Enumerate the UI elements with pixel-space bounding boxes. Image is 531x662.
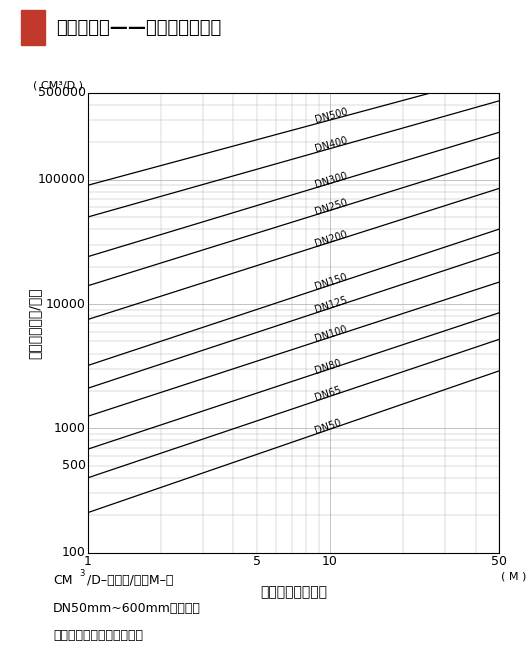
Text: DN500: DN500	[314, 107, 349, 125]
Text: 500000: 500000	[38, 86, 85, 99]
Text: DN50mm~600mm为隔膜式: DN50mm~600mm为隔膜式	[53, 602, 201, 614]
Text: 水头损失（公尺）: 水头损失（公尺）	[260, 585, 327, 599]
Text: 流量（立方米/天）: 流量（立方米/天）	[27, 287, 41, 359]
Text: 1000: 1000	[54, 422, 85, 435]
Text: DN200: DN200	[313, 229, 348, 249]
Text: /D–立方米/天；M–米: /D–立方米/天；M–米	[87, 574, 173, 587]
Text: 基本阀流量——压差特性系曲线: 基本阀流量——压差特性系曲线	[56, 19, 221, 37]
Text: DN300: DN300	[313, 170, 348, 189]
Text: ( CM³/D ): ( CM³/D )	[33, 80, 83, 91]
Text: 5: 5	[253, 555, 261, 568]
Text: 3: 3	[79, 569, 84, 578]
Text: 1: 1	[84, 555, 91, 568]
Text: DN150: DN150	[313, 272, 348, 292]
Text: 10000: 10000	[46, 297, 85, 310]
Text: DN125: DN125	[313, 295, 348, 315]
Text: 100000: 100000	[38, 173, 85, 186]
Text: CM: CM	[53, 574, 73, 587]
Text: DN50: DN50	[313, 418, 342, 436]
Text: DN80: DN80	[313, 357, 342, 375]
Text: DN400: DN400	[314, 136, 348, 154]
Text: DN65: DN65	[313, 385, 342, 403]
Text: 500: 500	[62, 459, 85, 472]
Text: ( M ): ( M )	[501, 571, 527, 581]
Text: 10: 10	[322, 555, 338, 568]
Text: 阀门的测试状况为阀门全开: 阀门的测试状况为阀门全开	[53, 630, 143, 642]
Text: DN250: DN250	[313, 197, 348, 216]
Text: DN100: DN100	[313, 324, 348, 344]
Text: 100: 100	[62, 546, 85, 559]
Text: 50: 50	[491, 555, 507, 568]
Bar	[21, 11, 45, 45]
